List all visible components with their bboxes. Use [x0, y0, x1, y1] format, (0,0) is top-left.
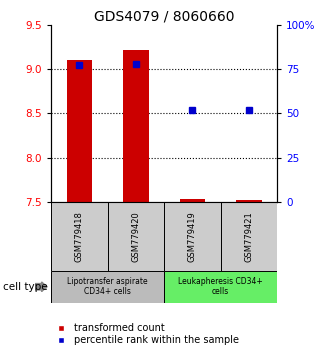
Text: GSM779421: GSM779421: [245, 211, 253, 262]
Text: Leukapheresis CD34+
cells: Leukapheresis CD34+ cells: [178, 277, 263, 296]
Text: Lipotransfer aspirate
CD34+ cells: Lipotransfer aspirate CD34+ cells: [67, 277, 148, 296]
Text: GSM779420: GSM779420: [131, 211, 141, 262]
Text: cell type: cell type: [3, 282, 48, 292]
Bar: [221, 202, 277, 271]
Bar: [180, 199, 205, 202]
Bar: [51, 271, 164, 303]
Text: GSM779419: GSM779419: [188, 211, 197, 262]
Bar: [51, 202, 108, 271]
Bar: [123, 50, 148, 202]
Bar: [164, 271, 277, 303]
Bar: [67, 60, 92, 202]
Text: GSM779418: GSM779418: [75, 211, 84, 262]
Bar: [164, 202, 221, 271]
Bar: [108, 202, 164, 271]
Bar: [236, 200, 262, 202]
FancyArrow shape: [35, 282, 47, 292]
Title: GDS4079 / 8060660: GDS4079 / 8060660: [94, 10, 234, 24]
Legend: transformed count, percentile rank within the sample: transformed count, percentile rank withi…: [48, 319, 243, 349]
